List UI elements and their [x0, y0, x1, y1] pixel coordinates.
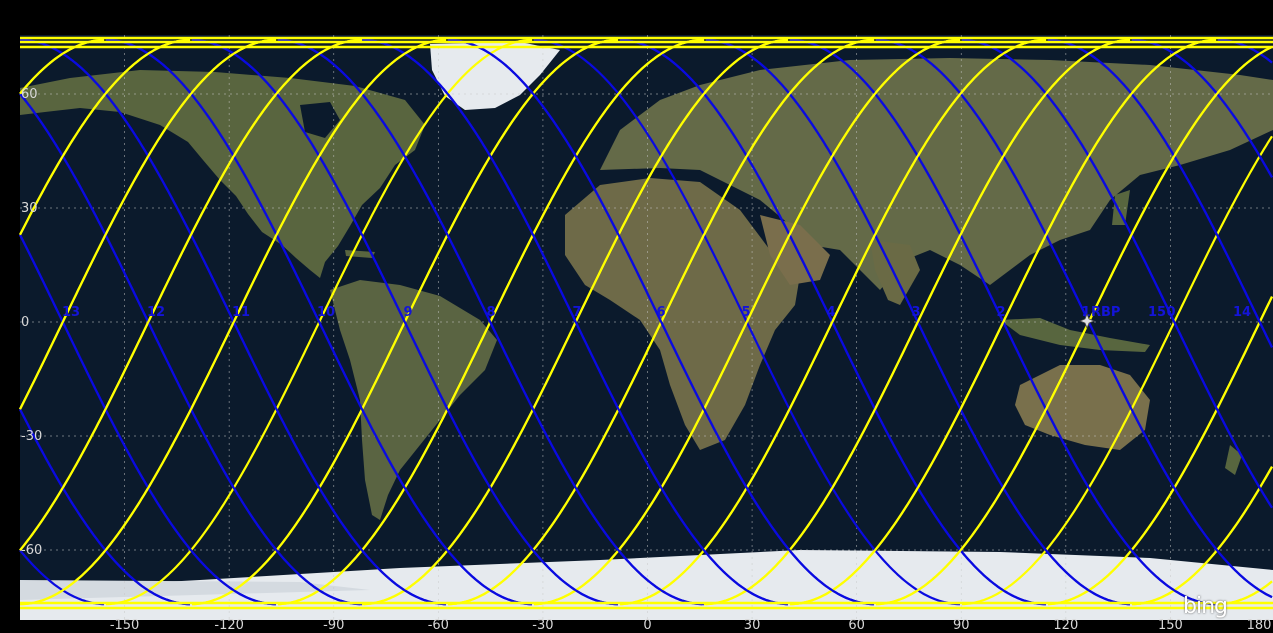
lon-label: 90 [952, 618, 970, 633]
orbit-label: 12 [146, 305, 166, 320]
greenland-ice [430, 42, 560, 110]
lon-label: -150 [109, 618, 140, 633]
orbit-label: 13 [61, 305, 81, 320]
orbit-label: 14 [1232, 305, 1252, 320]
lat-label: -30 [21, 429, 43, 444]
satellite-ground-tracks [19, 36, 1273, 610]
australia [1015, 365, 1150, 450]
orbit-label: 6 [656, 305, 666, 320]
ground-station-label[interactable]: RBP [1091, 305, 1121, 320]
ground-station-icon[interactable] [1079, 313, 1095, 329]
lat-label: -60 [21, 543, 43, 558]
ground-track-descending [20, 38, 1273, 606]
orbit-label: 7 [572, 305, 582, 320]
ground-track-ascending [19, 38, 1130, 606]
orbit-label: 0 [1166, 305, 1176, 320]
orbit-label: 3 [911, 305, 921, 320]
lon-label: -120 [214, 618, 244, 633]
lat-label: 30 [21, 201, 38, 216]
ground-track-descending [278, 38, 1273, 606]
orbit-label: 2 [996, 305, 1006, 320]
indonesia [1000, 318, 1150, 352]
lat-label: 60 [21, 87, 38, 102]
south-america [330, 280, 497, 520]
bing-logo: bing [1183, 594, 1228, 619]
lon-label: 0 [643, 618, 652, 633]
lon-label: 150 [1157, 618, 1183, 633]
orbit-label: 9 [403, 305, 413, 320]
india [870, 240, 920, 305]
ground-track-ascending [19, 38, 1216, 606]
lat-label: 0 [21, 315, 30, 330]
orbit-label: 4 [826, 305, 836, 320]
ground-track-descending [192, 38, 1273, 606]
lon-label: 180 [1246, 618, 1272, 633]
ground-track-ascending [278, 38, 1273, 606]
ground-track-ascending [20, 38, 1273, 606]
eurasia [600, 58, 1273, 290]
arabia [760, 215, 830, 285]
lon-label: 120 [1053, 618, 1079, 633]
orbit-label: 10 [316, 305, 336, 320]
ground-track-descending [106, 38, 1273, 606]
lon-label: 30 [743, 618, 761, 633]
lon-label: -90 [323, 618, 345, 633]
lon-label: 60 [848, 618, 865, 633]
hudson-bay [300, 102, 340, 138]
orbit-label: 11 [231, 305, 251, 320]
orbit-label: 5 [741, 305, 751, 320]
ground-track-descending [448, 38, 874, 606]
orbit-label: 15 [1147, 305, 1167, 320]
orbit-label: 8 [486, 305, 496, 320]
lon-label: -60 [427, 618, 449, 633]
lon-label: -30 [532, 618, 554, 633]
orbit-label: 1 [1081, 305, 1091, 320]
